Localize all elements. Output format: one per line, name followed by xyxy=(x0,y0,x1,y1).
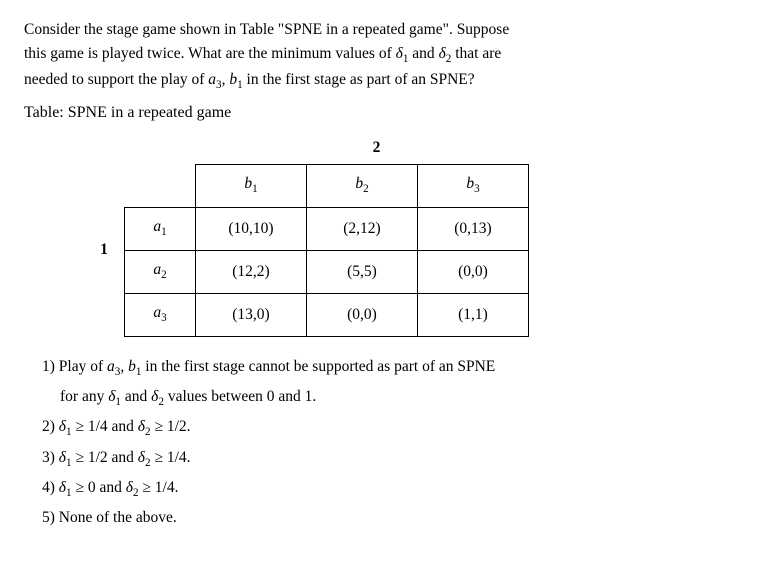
cell-a3-b2: (0,0) xyxy=(307,293,418,336)
b1-hs: 1 xyxy=(252,183,258,195)
q-line1: Consider the stage game shown in Table "… xyxy=(24,21,509,38)
delta2: δ2 xyxy=(439,45,452,62)
o1c-d2: δ2 xyxy=(151,388,164,405)
cell-a2-b3: (0,0) xyxy=(418,250,529,293)
a3-h: a xyxy=(153,304,161,321)
o2-d1-sym: δ xyxy=(59,418,66,435)
d1-sym: δ xyxy=(396,45,403,62)
o1a: 1) Play of xyxy=(42,358,107,375)
a2-h: a xyxy=(153,261,161,278)
o3-d1: δ1 xyxy=(59,449,72,466)
a1-h: a xyxy=(153,218,161,235)
b3-hs: 3 xyxy=(474,183,480,195)
game-table-wrap: 2 1 b1 b2 b3 a1 (10,10) (2,12) (0,13) a2… xyxy=(84,136,744,337)
option-4: 4) δ1 ≥ 0 and δ2 ≥ 1/4. xyxy=(42,476,744,502)
o3-d2: δ2 xyxy=(138,449,151,466)
o4-d1-sym: δ xyxy=(59,479,66,496)
o4-g1: ≥ 0 and xyxy=(72,479,126,496)
o4-d1: δ1 xyxy=(59,479,72,496)
o1-b1: b1 xyxy=(128,358,141,375)
a3-sym: a xyxy=(208,71,216,88)
player-2-label: 2 xyxy=(124,136,529,160)
o4-g2: ≥ 1/4. xyxy=(139,479,179,496)
q-line2b: that are xyxy=(451,45,501,62)
o1b: in the first stage cannot be supported a… xyxy=(141,358,495,375)
a3-hs: 3 xyxy=(161,312,167,324)
payoff-table: b1 b2 b3 a1 (10,10) (2,12) (0,13) a2 (12… xyxy=(124,164,529,337)
q-line2a: this game is played twice. What are the … xyxy=(24,45,396,62)
table-caption: Table: SPNE in a repeated game xyxy=(24,101,744,126)
b1-h: b xyxy=(244,175,252,192)
row-a2: a2 xyxy=(125,250,196,293)
corner-cell xyxy=(125,164,196,207)
o2-g1: ≥ 1/4 and xyxy=(72,418,138,435)
o3-g2: ≥ 1/4. xyxy=(151,449,191,466)
a2-hs: 2 xyxy=(161,269,167,281)
b1-sym: b xyxy=(229,71,237,88)
q-line3a: needed to support the play of xyxy=(24,71,208,88)
col-b1: b1 xyxy=(196,164,307,207)
option-2: 2) δ1 ≥ 1/4 and δ2 ≥ 1/2. xyxy=(42,415,744,441)
cell-a1-b2: (2,12) xyxy=(307,207,418,250)
b1: b1 xyxy=(229,71,242,88)
cell-a3-b1: (13,0) xyxy=(196,293,307,336)
option-3: 3) δ1 ≥ 1/2 and δ2 ≥ 1/4. xyxy=(42,446,744,472)
o1-b1-sym: b xyxy=(128,358,136,375)
question-text: Consider the stage game shown in Table "… xyxy=(24,18,744,95)
o4-d2-sym: δ xyxy=(126,479,133,496)
col-b3: b3 xyxy=(418,164,529,207)
cell-a2-b2: (5,5) xyxy=(307,250,418,293)
row-a1: a1 xyxy=(125,207,196,250)
o1-c: , xyxy=(120,358,128,375)
q-and: and xyxy=(408,45,438,62)
option-5: 5) None of the above. xyxy=(42,506,744,530)
cell-a3-b3: (1,1) xyxy=(418,293,529,336)
option-1: 1) Play of a3, b1 in the first stage can… xyxy=(42,355,744,381)
o2-d2-sym: δ xyxy=(138,418,145,435)
o3-g1: ≥ 1/2 and xyxy=(72,449,138,466)
row-a3: a3 xyxy=(125,293,196,336)
delta1: δ1 xyxy=(396,45,409,62)
o4-d2: δ2 xyxy=(126,479,139,496)
a1-hs: 1 xyxy=(161,226,167,238)
o1c-b: values between 0 and 1. xyxy=(164,388,316,405)
o3-d2-sym: δ xyxy=(138,449,145,466)
o4a: 4) xyxy=(42,479,59,496)
o2a: 2) xyxy=(42,418,59,435)
o1c-d1: δ1 xyxy=(108,388,121,405)
player-1-label: 1 xyxy=(84,238,124,262)
cell-a1-b1: (10,10) xyxy=(196,207,307,250)
cell-a2-b1: (12,2) xyxy=(196,250,307,293)
col-b2: b2 xyxy=(307,164,418,207)
option-1-cont: for any δ1 and δ2 values between 0 and 1… xyxy=(60,385,744,411)
o3a: 3) xyxy=(42,449,59,466)
o1-a3-sym: a xyxy=(107,358,115,375)
b3-h: b xyxy=(466,175,474,192)
o1c-and: and xyxy=(121,388,151,405)
a3: a3 xyxy=(208,71,221,88)
o2-g2: ≥ 1/2. xyxy=(151,418,191,435)
q-line3b: in the first stage as part of an SPNE? xyxy=(243,71,475,88)
o3-d1-sym: δ xyxy=(59,449,66,466)
o2-d2: δ2 xyxy=(138,418,151,435)
answer-options: 1) Play of a3, b1 in the first stage can… xyxy=(24,355,744,531)
o2-d1: δ1 xyxy=(59,418,72,435)
o1-a3: a3 xyxy=(107,358,120,375)
b2-h: b xyxy=(355,175,363,192)
d2-sym: δ xyxy=(439,45,446,62)
b2-hs: 2 xyxy=(363,183,369,195)
cell-a1-b3: (0,13) xyxy=(418,207,529,250)
o1c-a: for any xyxy=(60,388,108,405)
